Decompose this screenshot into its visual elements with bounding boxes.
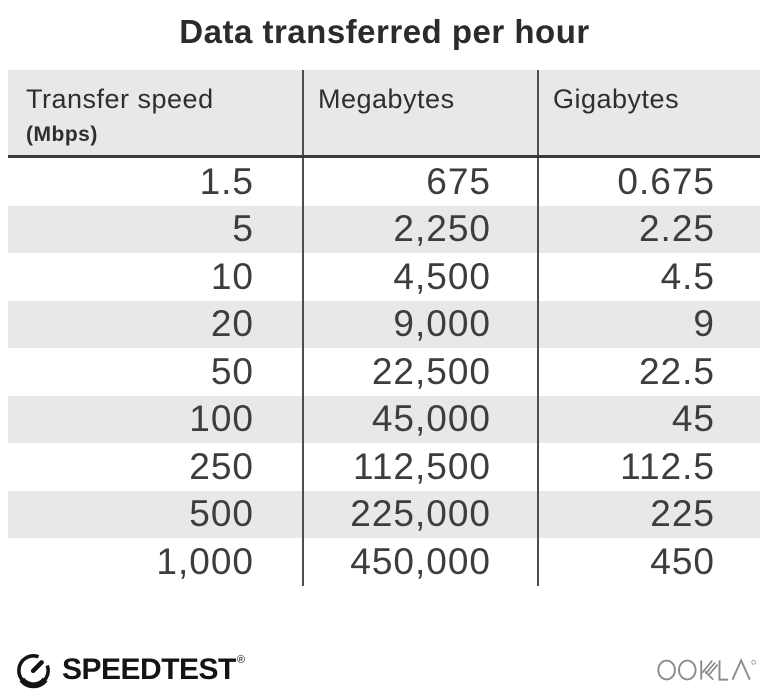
speedtest-logo: SPEEDTEST ® [14,651,245,690]
cell-gigabytes: 4.5 [537,253,760,301]
table-row: 1.5 675 0.675 [8,158,760,206]
cell-gigabytes: 112.5 [537,443,760,491]
footer: SPEEDTEST ® OOKLA [14,648,757,692]
cell-megabytes: 2,250 [302,205,537,253]
table-header: Transfer speed (Mbps) Megabytes Gigabyte… [8,70,760,158]
table-row: 20 9,000 9 [8,300,760,348]
column-header-gigabytes: Gigabytes [537,70,760,155]
data-table: Transfer speed (Mbps) Megabytes Gigabyte… [8,70,760,586]
cell-megabytes: 450,000 [302,538,537,586]
table-row: 1,000 450,000 450 [8,538,760,586]
cell-transfer-speed: 20 [210,303,254,345]
cell-megabytes: 9,000 [302,300,537,348]
cell-megabytes: 225,000 [302,490,537,538]
table-row: 500 225,000 225 [8,490,760,538]
table-row: 250 112,500 112.5 [8,443,760,491]
cell-gigabytes: 225 [537,490,760,538]
speedtest-trademark-symbol: ® [236,653,245,666]
cell-transfer-speed: 5 [232,208,254,250]
column-header-sublabel: (Mbps) [26,123,98,146]
cell-transfer-speed: 500 [189,493,254,535]
cell-gigabytes: 2.25 [537,205,760,253]
cell-megabytes: 4,500 [302,253,537,301]
gauge-icon [14,651,53,690]
cell-gigabytes: 22.5 [537,348,760,396]
column-header-transfer-speed: Transfer speed (Mbps) [8,70,302,155]
cell-transfer-speed: 1.5 [199,160,254,202]
column-header-megabytes: Megabytes [302,70,537,155]
table-row: 10 4,500 4.5 [8,253,760,301]
column-header-label: Transfer speed [26,84,214,114]
cell-gigabytes: 0.675 [537,158,760,206]
table-row: 50 22,500 22.5 [8,348,760,396]
cell-transfer-speed: 1,000 [156,540,254,582]
cell-megabytes: 22,500 [302,348,537,396]
page-title: Data transferred per hour [179,13,590,50]
cell-megabytes: 112,500 [302,443,537,491]
cell-gigabytes: 9 [537,300,760,348]
table-row: 5 2,250 2.25 [8,205,760,253]
cell-megabytes: 45,000 [302,395,537,443]
ookla-wordmark-icon: OOKLA [657,657,757,683]
cell-gigabytes: 45 [537,395,760,443]
speedtest-wordmark: SPEEDTEST [62,653,236,686]
cell-transfer-speed: 100 [189,398,254,440]
ookla-logo: OOKLA [657,657,757,683]
table-body: 1.5 675 0.675 5 2,250 2.25 10 4,500 4.5 20 9,000 9 5… [8,158,760,586]
cell-gigabytes: 450 [537,538,760,586]
table-row: 100 45,000 45 [8,395,760,443]
column-header-label: Gigabytes [553,84,680,114]
cell-transfer-speed: 10 [210,255,254,297]
column-header-label: Megabytes [318,84,455,114]
cell-megabytes: 675 [302,158,537,206]
cell-transfer-speed: 250 [189,445,254,487]
cell-transfer-speed: 50 [210,350,254,392]
